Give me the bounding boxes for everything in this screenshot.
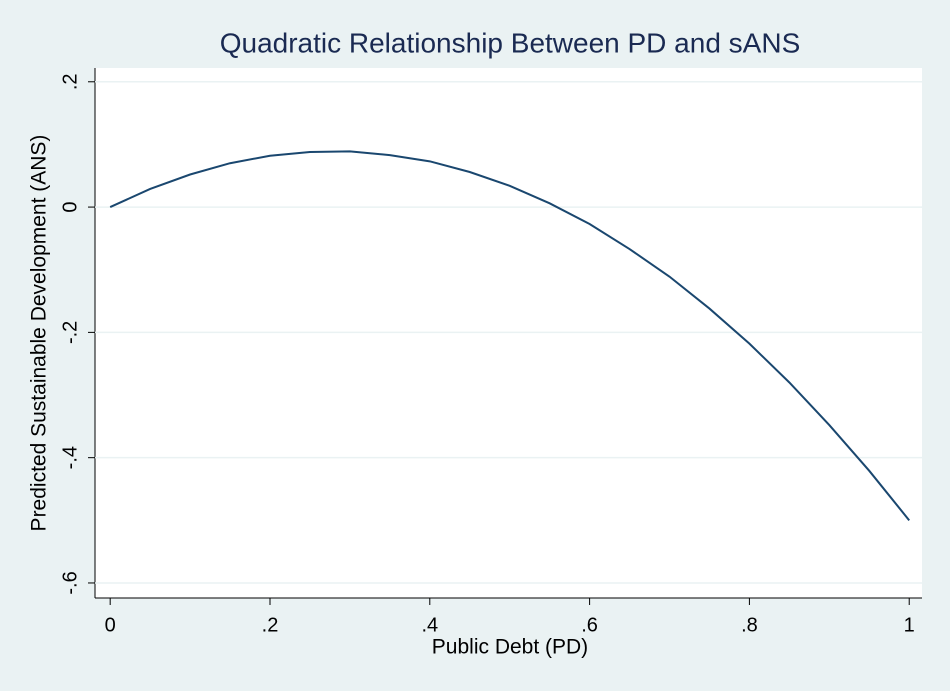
y-tick-label: -.4 xyxy=(59,446,81,469)
x-tick-label: 1 xyxy=(904,614,915,636)
x-tick-label: .4 xyxy=(421,614,438,636)
y-tick-label: .2 xyxy=(59,73,81,90)
x-tick-label: 0 xyxy=(105,614,116,636)
y-tick-label: 0 xyxy=(59,202,81,213)
x-axis-label: Public Debt (PD) xyxy=(432,636,588,659)
x-tick-label: .6 xyxy=(581,614,598,636)
line-series xyxy=(109,150,910,521)
y-tick-label: -.6 xyxy=(59,571,81,594)
x-tick-label: .8 xyxy=(741,614,758,636)
y-axis-label: Predicted Sustainable Development (ANS) xyxy=(28,135,51,532)
chart-title: Quadratic Relationship Between PD and sA… xyxy=(220,27,801,58)
y-tick-label: -.2 xyxy=(59,321,81,344)
x-tick-label: .2 xyxy=(262,614,279,636)
